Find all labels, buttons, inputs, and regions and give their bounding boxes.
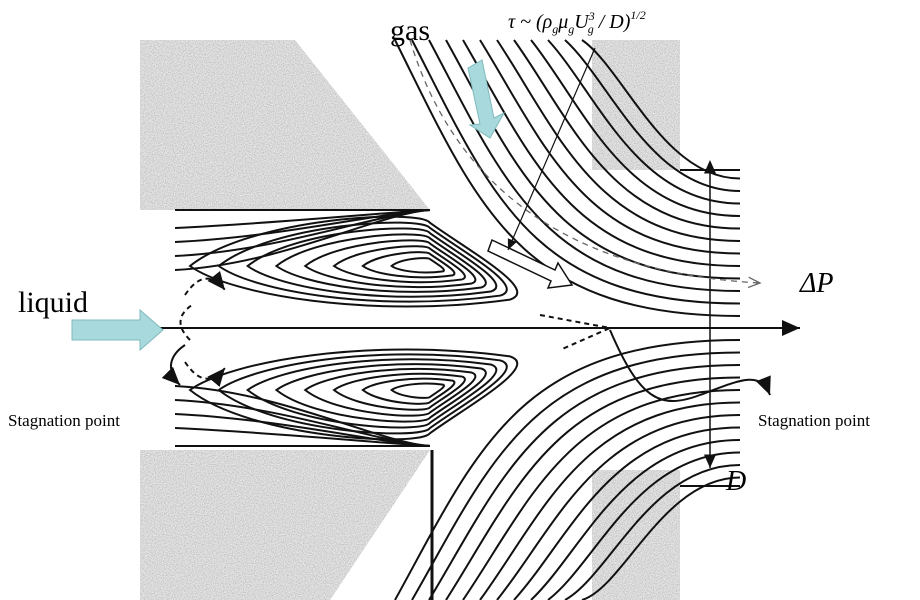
dashed-streamline xyxy=(410,40,760,283)
formula-part: 1/2 xyxy=(630,8,645,22)
formula-part: τ ~ (ρ xyxy=(508,11,552,33)
liquid-label: liquid xyxy=(18,286,88,319)
dashed-arrow xyxy=(180,305,192,340)
d-label: D xyxy=(725,466,746,497)
dashed-arrow xyxy=(540,315,610,350)
streamline xyxy=(392,258,444,272)
flow-focusing-diagram: gas liquid ΔP D Stagnation point Stagnat… xyxy=(0,0,920,600)
formula-part: μ xyxy=(557,11,568,33)
streamline xyxy=(392,384,444,398)
stagnation-pointer xyxy=(171,345,185,385)
delta-p-label: ΔP xyxy=(799,268,834,299)
shear-arrow xyxy=(488,240,572,288)
stagnation-label: Stagnation point xyxy=(758,411,870,430)
stagnation-label: Stagnation point xyxy=(8,411,120,430)
gas-label: gas xyxy=(390,14,430,47)
formula-part: / D) xyxy=(594,11,631,33)
